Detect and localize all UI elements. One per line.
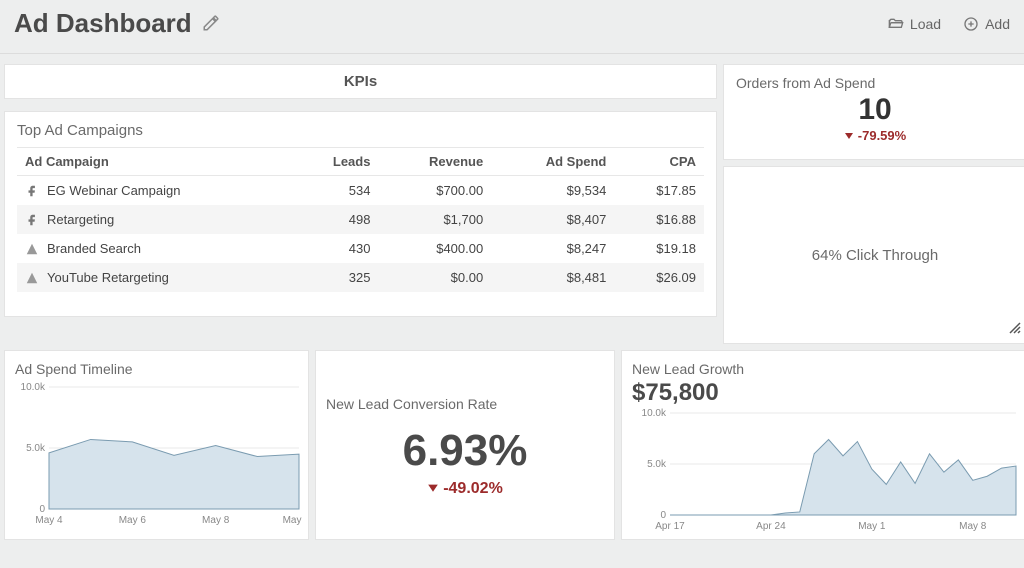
- kpi-section-title: KPIs: [4, 64, 717, 99]
- platform-icon: [25, 271, 39, 285]
- cell-spend: $9,534: [491, 176, 614, 206]
- col-campaign[interactable]: Ad Campaign: [17, 148, 292, 176]
- platform-icon: [25, 184, 39, 198]
- col-spend[interactable]: Ad Spend: [491, 148, 614, 176]
- conversion-value: 6.93%: [403, 426, 528, 476]
- cell-revenue: $1,700: [378, 205, 491, 234]
- cell-spend: $8,407: [491, 205, 614, 234]
- lead-growth-card: New Lead Growth $75,800 0 5.0k 10.0k Apr 17…: [621, 350, 1024, 540]
- timeline-title: Ad Spend Timeline: [15, 361, 298, 377]
- plus-circle-icon: [963, 16, 979, 32]
- svg-text:May 6: May 6: [119, 515, 147, 526]
- col-cpa[interactable]: CPA: [614, 148, 704, 176]
- orders-value: 10: [732, 93, 1018, 127]
- cell-cpa: $17.85: [614, 176, 704, 206]
- orders-delta: -79.59%: [844, 128, 906, 143]
- cell-spend: $8,481: [491, 263, 614, 292]
- svg-text:10.0k: 10.0k: [642, 408, 667, 419]
- platform-icon: [25, 213, 39, 227]
- svg-text:May 4: May 4: [35, 515, 63, 526]
- campaign-name: Retargeting: [47, 212, 114, 227]
- lead-growth-chart: 0 5.0k 10.0k Apr 17 Apr 24 May 1 May 8: [632, 407, 1022, 535]
- col-leads[interactable]: Leads: [292, 148, 378, 176]
- page-header: Ad Dashboard Load Add: [0, 0, 1024, 54]
- table-row[interactable]: Branded Search 430$400.00$8,247$19.18: [17, 234, 704, 263]
- svg-text:0: 0: [660, 510, 666, 521]
- col-revenue[interactable]: Revenue: [378, 148, 491, 176]
- add-button[interactable]: Add: [963, 16, 1010, 32]
- orders-title: Orders from Ad Spend: [732, 75, 1018, 91]
- arrow-down-icon: [844, 128, 854, 143]
- cell-cpa: $16.88: [614, 205, 704, 234]
- arrow-down-icon: [427, 480, 439, 498]
- orders-card: Orders from Ad Spend 10 -79.59%: [723, 64, 1024, 160]
- ad-spend-chart: 0 5.0k 10.0k May 4 May 6 May 8 May 10: [15, 379, 305, 529]
- cell-leads: 430: [292, 234, 378, 263]
- svg-text:5.0k: 5.0k: [647, 459, 667, 470]
- top-campaigns-card: Top Ad Campaigns Ad Campaign Leads Reven…: [4, 111, 717, 317]
- cell-leads: 498: [292, 205, 378, 234]
- campaigns-title: Top Ad Campaigns: [17, 122, 704, 139]
- svg-text:Apr 17: Apr 17: [655, 521, 685, 532]
- svg-text:May 8: May 8: [959, 521, 987, 532]
- conversion-title: New Lead Conversion Rate: [326, 396, 497, 412]
- cell-revenue: $0.00: [378, 263, 491, 292]
- svg-text:May 10: May 10: [283, 515, 305, 526]
- campaign-name: Branded Search: [47, 241, 141, 256]
- svg-text:May 8: May 8: [202, 515, 230, 526]
- click-through-card: 64% Click Through: [723, 166, 1024, 344]
- campaign-name: EG Webinar Campaign: [47, 183, 180, 198]
- conversion-delta-value: -49.02%: [443, 480, 503, 498]
- page-title: Ad Dashboard: [14, 8, 192, 39]
- cell-revenue: $700.00: [378, 176, 491, 206]
- campaign-name: YouTube Retargeting: [47, 270, 169, 285]
- svg-text:5.0k: 5.0k: [26, 443, 46, 454]
- add-label: Add: [985, 16, 1010, 32]
- svg-text:Apr 24: Apr 24: [756, 521, 786, 532]
- cell-leads: 325: [292, 263, 378, 292]
- cell-revenue: $400.00: [378, 234, 491, 263]
- growth-title: New Lead Growth: [632, 361, 1015, 377]
- svg-text:May 1: May 1: [858, 521, 886, 532]
- cell-cpa: $26.09: [614, 263, 704, 292]
- growth-amount: $75,800: [632, 379, 1015, 407]
- conversion-delta: -49.02%: [427, 480, 503, 498]
- svg-text:0: 0: [39, 504, 45, 515]
- ad-spend-timeline-card: Ad Spend Timeline 0 5.0k 10.0k May 4 May 6 Ma…: [4, 350, 309, 540]
- orders-delta-value: -79.59%: [858, 128, 906, 143]
- table-row[interactable]: EG Webinar Campaign 534$700.00$9,534$17.8…: [17, 176, 704, 206]
- cell-leads: 534: [292, 176, 378, 206]
- platform-icon: [25, 242, 39, 256]
- table-row[interactable]: Retargeting 498$1,700$8,407$16.88: [17, 205, 704, 234]
- load-label: Load: [910, 16, 941, 32]
- click-through-text: 64% Click Through: [812, 247, 938, 264]
- cell-spend: $8,247: [491, 234, 614, 263]
- folder-open-icon: [888, 16, 904, 32]
- load-button[interactable]: Load: [888, 16, 941, 32]
- svg-text:10.0k: 10.0k: [21, 382, 46, 393]
- campaigns-table: Ad Campaign Leads Revenue Ad Spend CPA E…: [17, 147, 704, 292]
- table-row[interactable]: YouTube Retargeting 325$0.00$8,481$26.09: [17, 263, 704, 292]
- cell-cpa: $19.18: [614, 234, 704, 263]
- conversion-card: New Lead Conversion Rate 6.93% -49.02%: [315, 350, 615, 540]
- edit-icon[interactable]: [202, 14, 220, 32]
- resize-handle-icon[interactable]: [1008, 321, 1022, 339]
